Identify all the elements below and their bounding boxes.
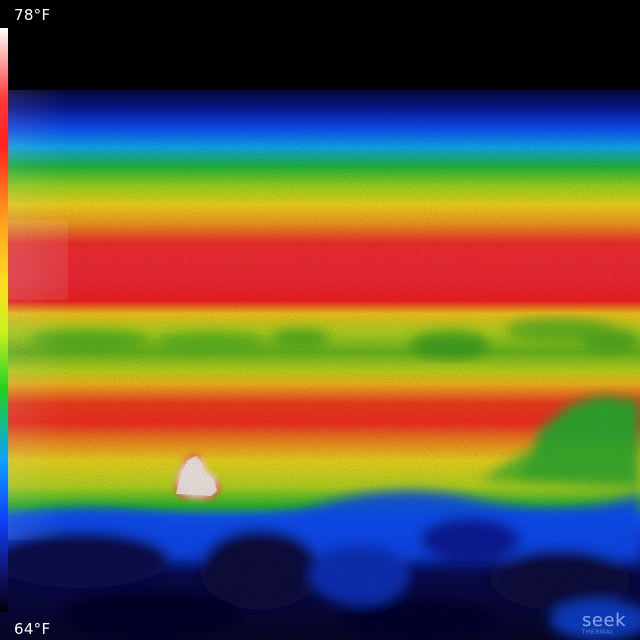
max-temperature-label: 78°F: [14, 6, 51, 24]
brand-logo-subtitle: THERMAL: [581, 629, 614, 636]
brand-logo: seek: [582, 610, 626, 631]
temperature-scale-bar: [0, 28, 8, 612]
min-temperature-label: 64°F: [14, 620, 51, 638]
